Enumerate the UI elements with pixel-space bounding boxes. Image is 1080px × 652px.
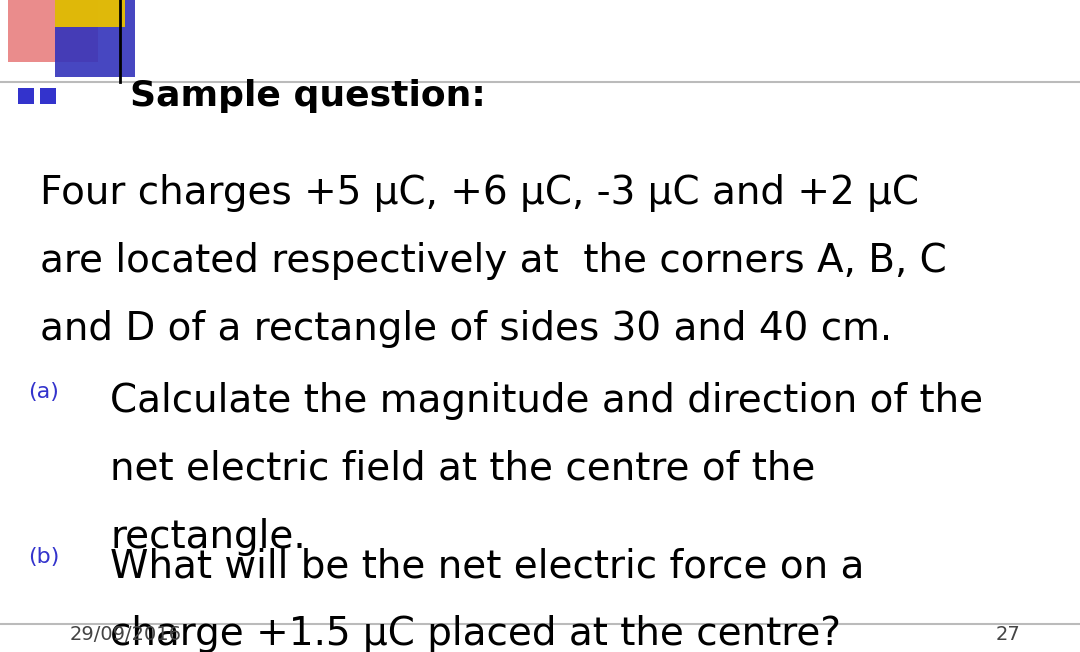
Text: are located respectively at  the corners A, B, C: are located respectively at the corners … xyxy=(40,242,947,280)
Text: 27: 27 xyxy=(996,625,1020,644)
Bar xyxy=(55,0,125,27)
Text: Four charges +5 μC, +6 μC, -3 μC and +2 μC: Four charges +5 μC, +6 μC, -3 μC and +2 … xyxy=(40,174,919,212)
Text: charge +1.5 μC placed at the centre?: charge +1.5 μC placed at the centre? xyxy=(110,615,841,652)
Text: What will be the net electric force on a: What will be the net electric force on a xyxy=(110,547,864,585)
Text: rectangle.: rectangle. xyxy=(110,518,306,556)
Bar xyxy=(40,88,56,104)
Text: (a): (a) xyxy=(28,382,59,402)
Text: Sample question:: Sample question: xyxy=(130,79,486,113)
Bar xyxy=(55,0,135,77)
Text: net electric field at the centre of the: net electric field at the centre of the xyxy=(110,450,815,488)
Text: and D of a rectangle of sides 30 and 40 cm.: and D of a rectangle of sides 30 and 40 … xyxy=(40,310,892,348)
Bar xyxy=(18,88,33,104)
Text: (b): (b) xyxy=(28,547,59,567)
Text: Calculate the magnitude and direction of the: Calculate the magnitude and direction of… xyxy=(110,382,983,420)
Text: 29/09/2016: 29/09/2016 xyxy=(70,625,183,644)
Bar xyxy=(8,0,98,62)
